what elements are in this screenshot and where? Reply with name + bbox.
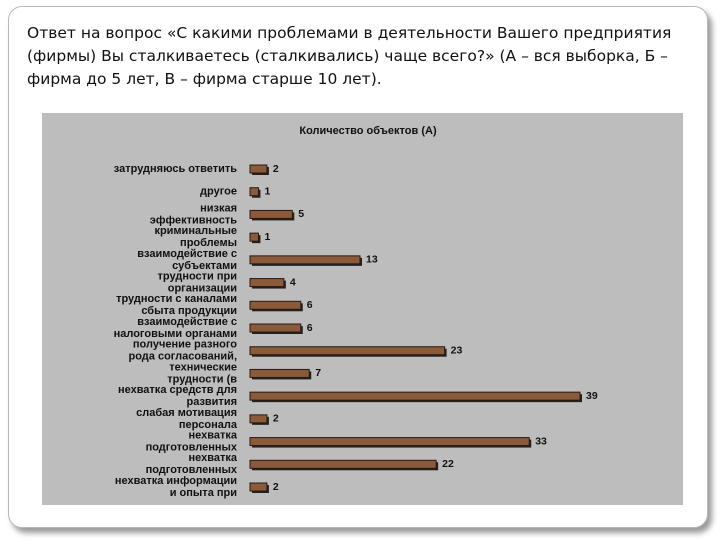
category-label: эффективность [150,214,237,226]
bar [249,187,259,197]
bar [249,414,268,424]
category-label: проблемы [180,237,237,249]
value-label: 22 [442,458,454,470]
category-label: рода согласований, [129,351,238,363]
category-label: нехватка информации [115,475,237,487]
value-label: 5 [298,208,304,220]
category-label: взаимодействие с [137,248,237,260]
category-label: налоговыми органами [114,328,237,340]
bar [249,391,581,401]
category-label: технические [169,361,237,373]
category-label: трудности (в [167,373,237,385]
bar [249,437,530,447]
category-label: низкая [200,202,237,214]
category-label: другое [200,186,237,198]
bar [249,209,293,219]
category-label: затрудняюсь ответить [114,163,237,175]
category-label: субъектами [172,260,237,272]
bar [249,323,302,333]
bar [249,278,285,288]
category-label: криминальные [154,225,237,237]
value-label: 2 [273,413,279,425]
category-label: слабая мотивация [136,407,237,419]
value-label: 1 [264,231,270,243]
bar [249,232,259,242]
category-label: подготовленных [146,464,238,476]
bar [249,459,437,469]
category-label: взаимодействие с [137,316,237,328]
category-label: и опыта при [170,487,237,499]
category-label: развития [186,396,237,408]
value-label: 7 [315,367,321,379]
category-label: нехватка [189,452,238,464]
bar [249,300,302,310]
value-label: 2 [273,481,279,493]
bar [249,482,268,492]
value-label: 4 [290,276,296,288]
bar [249,346,446,356]
slide-heading: Ответ на вопрос «С какими проблемами в д… [27,24,672,88]
category-label: организации [168,282,237,294]
category-label: персонала [179,419,238,431]
category-label: трудности с каналами [116,293,237,305]
value-label: 1 [264,185,270,197]
category-label: подготовленных [146,441,238,453]
category-label: нехватка [189,429,238,441]
category-label: сбыта продукции [141,305,237,317]
category-label: нехватка средств для [118,384,237,396]
value-label: 13 [366,254,378,266]
value-label: 23 [451,344,463,356]
chart-title: Количество объектов (А) [299,125,437,137]
value-label: 39 [586,390,598,402]
bar [249,164,268,174]
bar [249,368,310,378]
value-label: 33 [535,435,547,447]
value-label: 2 [273,163,279,175]
bar [249,255,361,265]
category-label: трудности при [158,270,237,282]
value-label: 6 [307,299,313,311]
value-label: 6 [307,322,313,334]
category-label: получение разного [133,339,237,351]
